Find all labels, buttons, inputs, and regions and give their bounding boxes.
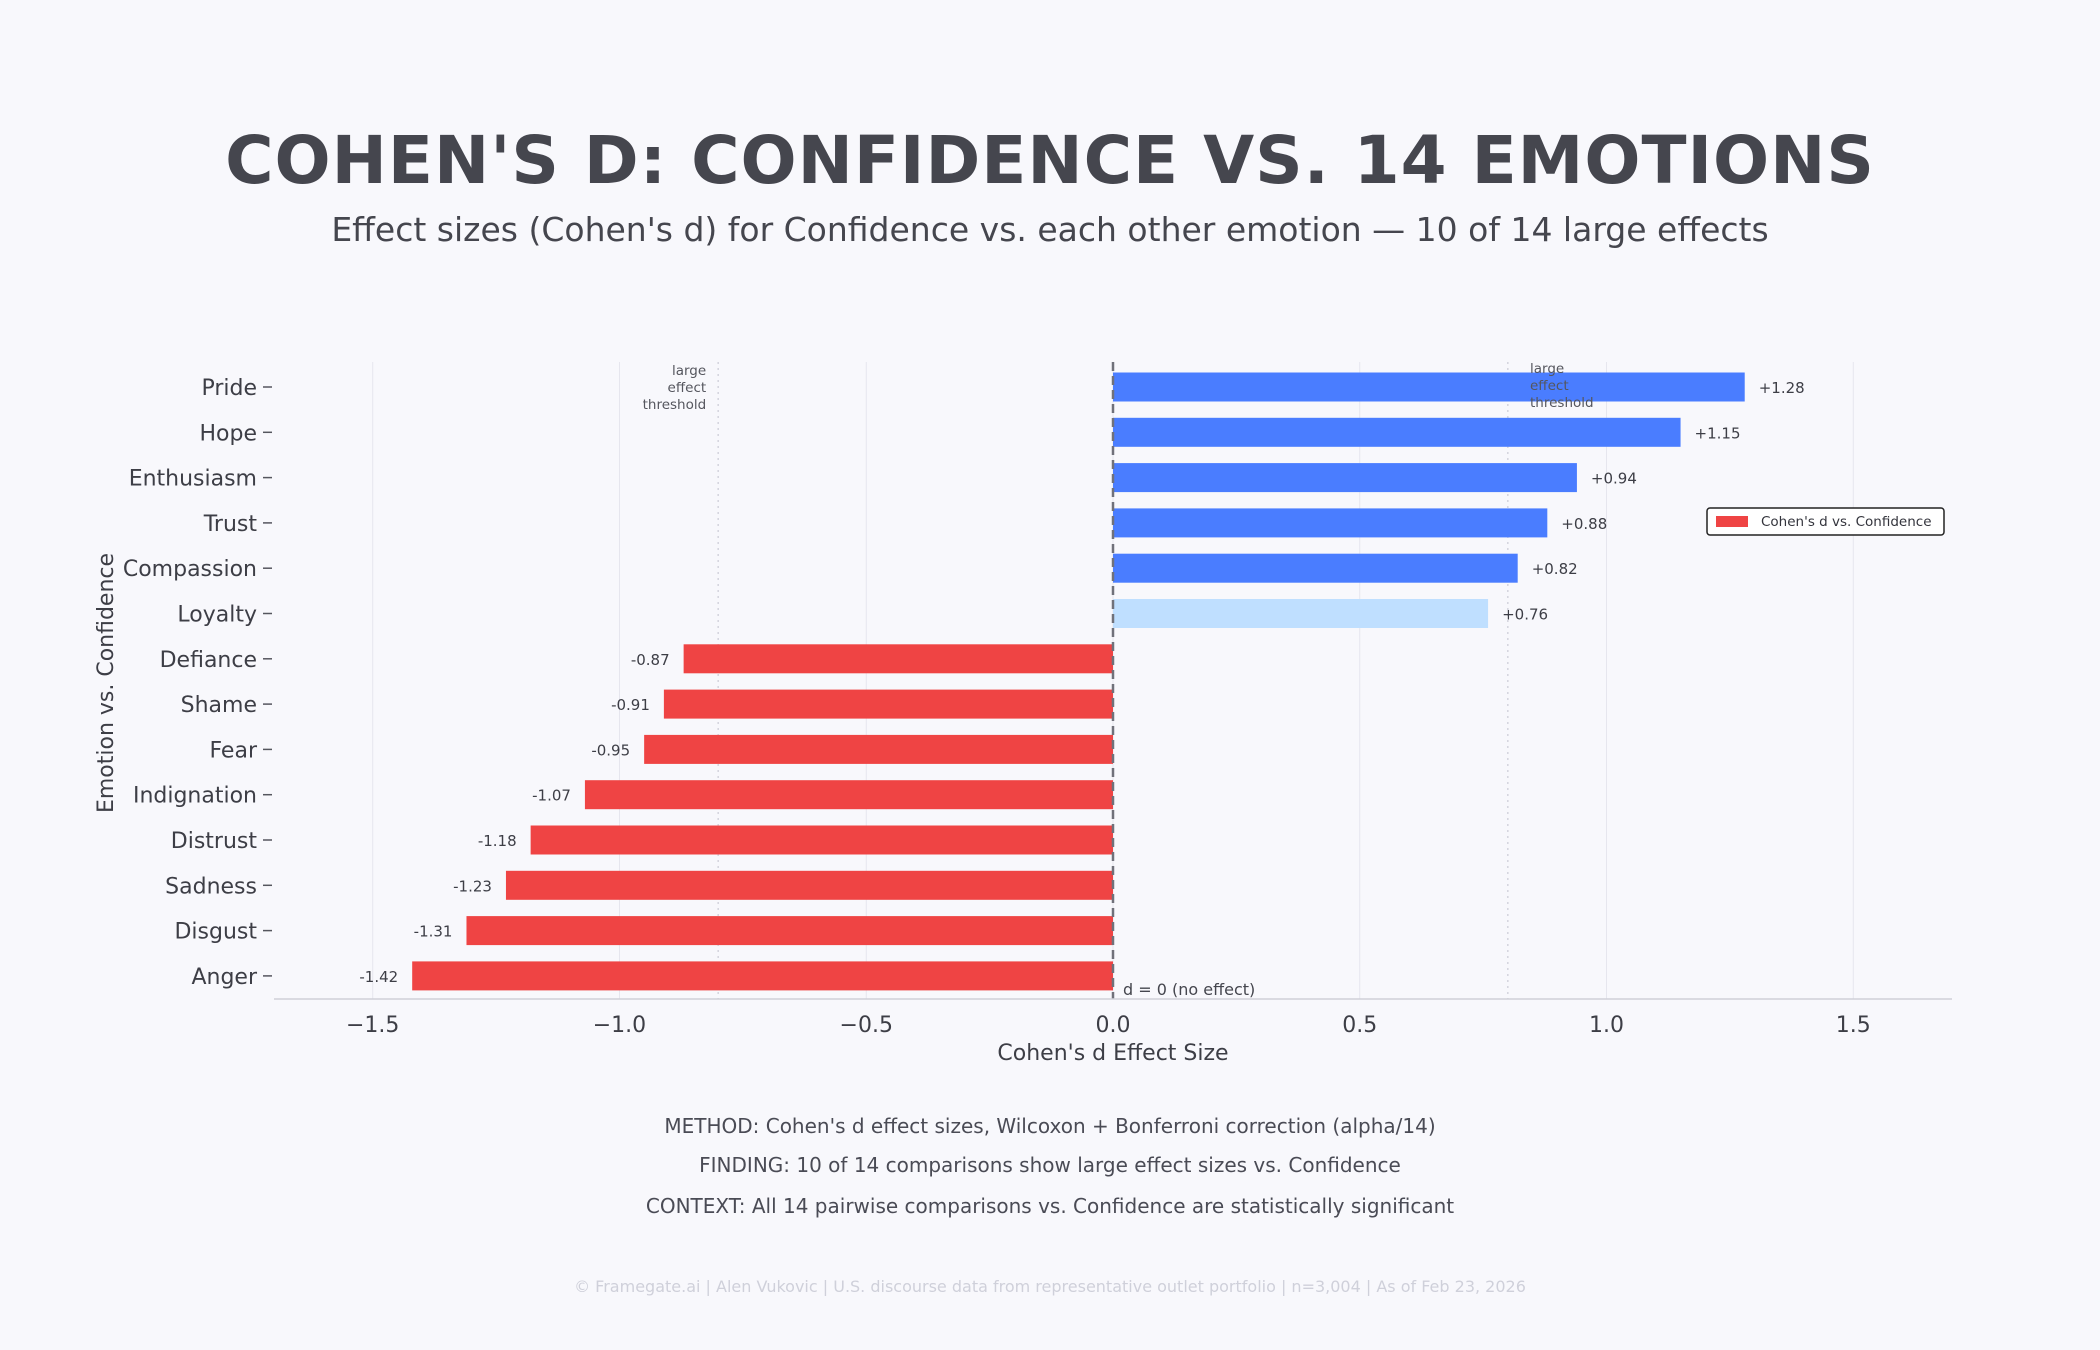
- category-label: Hope: [199, 421, 257, 446]
- value-label: -1.31: [414, 923, 453, 941]
- bar-anger: [412, 961, 1113, 991]
- category-label: Anger: [191, 965, 257, 990]
- x-axis-label: Cohen's d Effect Size: [997, 1041, 1228, 1066]
- category-label: Enthusiasm: [129, 467, 257, 492]
- value-label: -1.42: [359, 968, 398, 986]
- bar-shame: [663, 689, 1113, 719]
- value-label: +0.76: [1502, 606, 1548, 624]
- zero-label: d = 0 (no effect): [1123, 980, 1255, 999]
- category-label: Loyalty: [177, 603, 257, 628]
- value-label: -0.87: [631, 651, 670, 669]
- bar-trust: [1113, 508, 1548, 538]
- category-label: Disgust: [174, 920, 257, 945]
- value-label: +0.94: [1591, 470, 1637, 488]
- category-label: Compassion: [123, 557, 257, 582]
- bar-sadness: [505, 870, 1113, 900]
- x-tick-label: 1.5: [1836, 1013, 1871, 1038]
- legend-swatch: [1716, 516, 1748, 527]
- threshold-label-right: large effect threshold: [1530, 361, 1594, 411]
- chart-subtitle: Effect sizes (Cohen's d) for Confidence …: [331, 210, 1769, 249]
- threshold-label-left: threshold: [643, 397, 707, 413]
- bar-fear: [644, 734, 1113, 764]
- category-label: Distrust: [171, 829, 258, 854]
- value-label: -1.07: [532, 787, 571, 805]
- category-label: Shame: [181, 693, 257, 718]
- y-axis-label: Emotion vs. Confidence: [94, 553, 119, 813]
- value-label: -1.18: [478, 832, 517, 850]
- category-label: Trust: [203, 512, 258, 537]
- chart-title: COHEN'S D: CONFIDENCE VS. 14 EMOTIONS: [225, 122, 1875, 199]
- x-tick-label: −0.5: [840, 1013, 893, 1038]
- value-label: +1.28: [1759, 379, 1805, 397]
- bar-indignation: [584, 780, 1113, 810]
- x-tick-label: 0.5: [1342, 1013, 1377, 1038]
- category-label: Indignation: [133, 784, 257, 809]
- x-tick-label: 0.0: [1096, 1013, 1131, 1038]
- x-tick-label: −1.5: [346, 1013, 399, 1038]
- legend-box: [1706, 507, 1945, 536]
- bar-pride: [1113, 372, 1745, 402]
- threshold-label-left: large: [672, 363, 706, 379]
- value-label: -1.23: [453, 877, 492, 895]
- bar-defiance: [683, 644, 1113, 674]
- bar-compassion: [1113, 553, 1518, 583]
- value-label: +0.82: [1532, 560, 1578, 578]
- value-label: -0.95: [591, 741, 630, 759]
- context-note: CONTEXT: All 14 pairwise comparisons vs.…: [645, 1194, 1455, 1218]
- category-label: Defiance: [160, 648, 257, 673]
- value-label: +0.88: [1561, 515, 1607, 533]
- bar-enthusiasm: [1113, 463, 1577, 493]
- bar-loyalty: [1113, 599, 1489, 628]
- copyright: © Framegate.ai | Alen Vukovic | U.S. dis…: [574, 1277, 1526, 1296]
- category-label: Pride: [201, 376, 257, 401]
- x-tick-label: 1.0: [1589, 1013, 1624, 1038]
- finding-note: FINDING: 10 of 14 comparisons show large…: [699, 1153, 1401, 1177]
- x-tick-label: −1.0: [593, 1013, 646, 1038]
- method-note: METHOD: Cohen's d effect sizes, Wilcoxon…: [664, 1114, 1436, 1138]
- bar-distrust: [530, 825, 1113, 855]
- bar-disgust: [466, 916, 1114, 946]
- category-label: Fear: [209, 738, 257, 763]
- value-label: -0.91: [611, 696, 650, 714]
- value-label: +1.15: [1695, 424, 1741, 442]
- bar-hope: [1113, 417, 1681, 447]
- category-label: Sadness: [165, 874, 257, 899]
- threshold-label-left: effect: [668, 380, 707, 396]
- legend-label: Cohen's d vs. Confidence: [1761, 514, 1932, 530]
